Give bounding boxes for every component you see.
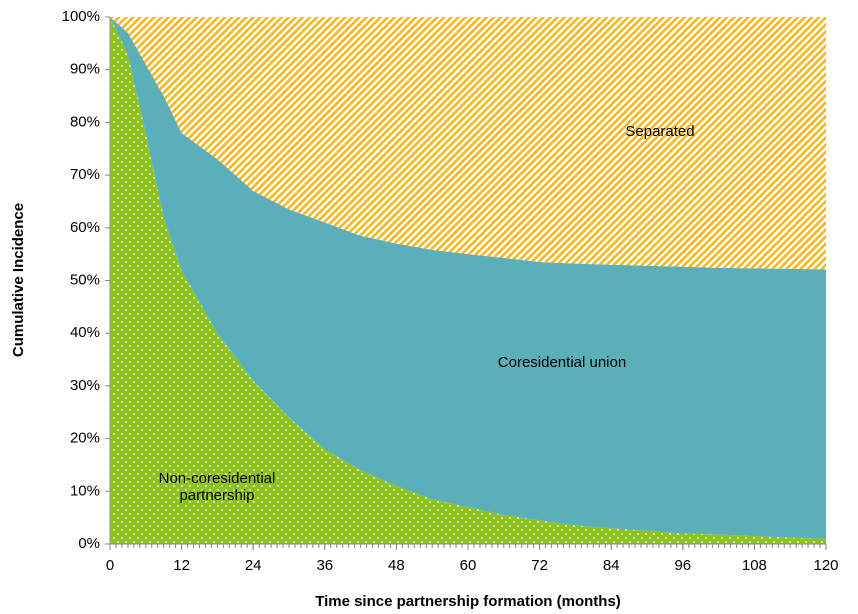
y-tick-label: 30%: [70, 377, 100, 394]
y-tick-label: 80%: [70, 113, 100, 130]
area: [110, 17, 826, 539]
y-axis-title: Cumulative Incidence: [10, 203, 27, 357]
x-tick-label: 60: [460, 557, 477, 574]
y-tick-label: 0%: [78, 535, 100, 552]
y-tick-label: 10%: [70, 482, 100, 499]
x-tick-label: 108: [742, 557, 767, 574]
x-tick-label: 96: [674, 557, 691, 574]
y-tick-label: 40%: [70, 324, 100, 341]
y-tick-label: 50%: [70, 271, 100, 288]
x-tick-label: 36: [316, 557, 333, 574]
x-tick-label: 84: [603, 557, 620, 574]
area: [110, 17, 826, 270]
x-tick-label: 120: [813, 557, 838, 574]
x-tick-label: 24: [245, 557, 262, 574]
series-label: Separated: [625, 122, 695, 140]
series-label: Coresidential union: [497, 353, 627, 371]
y-tick-label: 20%: [70, 430, 100, 447]
area: [110, 17, 826, 544]
x-tick-label: 72: [531, 557, 548, 574]
y-tick-label: 60%: [70, 219, 100, 236]
x-tick-label: 48: [388, 557, 405, 574]
x-tick-label: 12: [173, 557, 190, 574]
y-tick-label: 70%: [70, 166, 100, 183]
y-tick-label: 100%: [62, 8, 100, 25]
x-tick-label: 0: [106, 557, 114, 574]
series-label: Non-coresidential partnership: [158, 470, 276, 504]
y-tick-label: 90%: [70, 61, 100, 78]
x-axis-title: Time since partnership formation (months…: [315, 593, 621, 610]
